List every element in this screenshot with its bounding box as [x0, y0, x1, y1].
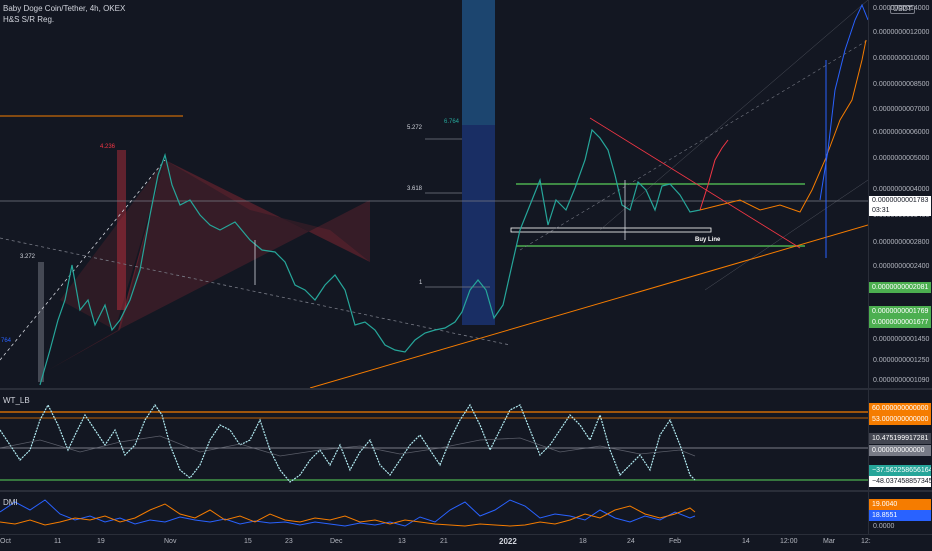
current-price-badge: 0.0000000001783 03:31 [869, 196, 931, 216]
time-tick: 14 [742, 538, 750, 545]
price-tick: 0.0000000010000 [873, 55, 930, 62]
price-chart-pane[interactable]: 4.236 3.272 764 6.764 5.272 3.618 1 Buy … [0, 0, 868, 388]
price-tick: 0.0000000012000 [873, 29, 930, 36]
time-tick: 15 [244, 538, 252, 545]
fib-column-grey [38, 262, 44, 382]
price-tick: 0.0000000001450 [873, 336, 930, 343]
fib-label: 1 [419, 280, 423, 286]
dmi-plus-badge: 19.0040 [869, 499, 931, 510]
thin-trend [599, 0, 868, 231]
time-tick: Mar [823, 538, 836, 545]
time-tick: 23 [285, 538, 293, 545]
price-series [39, 128, 701, 386]
time-axis[interactable] [0, 534, 932, 551]
time-tick: 21 [440, 538, 448, 545]
price-tick: 0.0000000002800 [873, 239, 930, 246]
time-tick: 12: [861, 538, 871, 545]
fib-label: 764 [1, 338, 12, 344]
price-tick: 0.0000000008500 [873, 81, 930, 88]
wt-histogram [0, 435, 696, 457]
price-chart-canvas[interactable] [0, 0, 868, 388]
dmi-axis-zero: 0.0000 [873, 523, 895, 530]
dashed-trend [0, 237, 511, 346]
wt2-badge: −48.037458857345 [869, 476, 931, 487]
dashed-neck [0, 159, 166, 361]
dmi-canvas[interactable] [0, 492, 868, 534]
wt-lb-label[interactable]: WT_LB [3, 396, 30, 405]
wt-value-badge: 10.475199917281 [869, 433, 931, 444]
dashed-trend [519, 39, 868, 251]
pattern-shade [165, 160, 370, 262]
fib-projection-top [462, 0, 495, 125]
time-tick: 13 [398, 538, 406, 545]
thin-trend [704, 179, 868, 291]
price-tick: 0.0000000014000 [873, 5, 930, 12]
time-tick: 11 [54, 538, 62, 545]
fib-projection-column [462, 0, 495, 325]
level-badge: 0.0000000001677 [869, 317, 931, 328]
fib-label: 3.272 [20, 254, 36, 260]
wt-lb-canvas[interactable] [0, 390, 868, 490]
buy-line-label: Buy Line [695, 237, 721, 243]
price-tick: 0.0000000001090 [873, 377, 930, 384]
fib-label: 4.236 [100, 144, 116, 150]
uptrend-line [309, 224, 868, 388]
fib-label: 6.764 [444, 119, 460, 125]
price-tick: 0.0000000007000 [873, 106, 930, 113]
projection-orange [699, 39, 867, 213]
time-tick: 18 [579, 538, 587, 545]
pattern-shade [60, 160, 165, 330]
fib-label: 3.618 [407, 186, 423, 192]
symbol-title[interactable]: Baby Doge Coin/Tether, 4h, OKEX [3, 4, 126, 13]
fib-column-red [117, 150, 126, 310]
wt-ob-badge: 60.000000000000 [869, 403, 931, 414]
time-tick: Nov [164, 538, 177, 545]
pane-separator[interactable] [0, 388, 932, 390]
wt-zero-badge: 0.000000000000 [869, 445, 931, 456]
price-axis[interactable] [868, 0, 932, 534]
dmi-label[interactable]: DMI [3, 498, 18, 507]
time-tick: Dec [330, 538, 343, 545]
dmi-minus [0, 503, 696, 527]
buy-line-box [510, 227, 712, 233]
wt-lb-pane[interactable]: WT_LB [0, 390, 868, 490]
level-badge: 0.0000000001769 [869, 306, 931, 317]
pattern-shade [118, 160, 370, 330]
price-tick: 0.0000000004000 [873, 186, 930, 193]
indicator-title[interactable]: H&S S/R Reg. [3, 15, 55, 24]
level-badge: 0.0000000002081 [869, 282, 931, 293]
dmi-pane[interactable]: DMI [0, 492, 868, 534]
fib-label: 5.272 [407, 125, 423, 131]
wt-ob2-badge: 53.000000000000 [869, 414, 931, 425]
price-tick: 0.0000000005000 [873, 155, 930, 162]
projection-up [699, 139, 729, 211]
price-tick: 0.0000000001250 [873, 357, 930, 364]
wt1-badge: −37.562258656164 [869, 465, 931, 476]
time-tick: Feb [669, 538, 682, 545]
time-tick: 19 [97, 538, 105, 545]
candle-countdown: 03:31 [872, 207, 890, 214]
wedge-line [589, 117, 801, 249]
dmi-minus-badge: 18.8551 [869, 510, 931, 521]
price-tick: 0.0000000002400 [873, 263, 930, 270]
time-tick: 2022 [499, 537, 517, 546]
pane-separator[interactable] [0, 490, 932, 492]
dmi-plus [0, 499, 696, 527]
time-tick: 24 [627, 538, 635, 545]
time-tick: Oct [0, 538, 11, 545]
current-price-value: 0.0000000001783 [872, 197, 929, 204]
price-tick: 0.0000000006000 [873, 129, 930, 136]
projection-blue [819, 3, 868, 201]
wt-wave [0, 403, 696, 483]
time-tick: 12:00 [780, 538, 798, 545]
currency-badge[interactable]: USDT [890, 5, 916, 14]
